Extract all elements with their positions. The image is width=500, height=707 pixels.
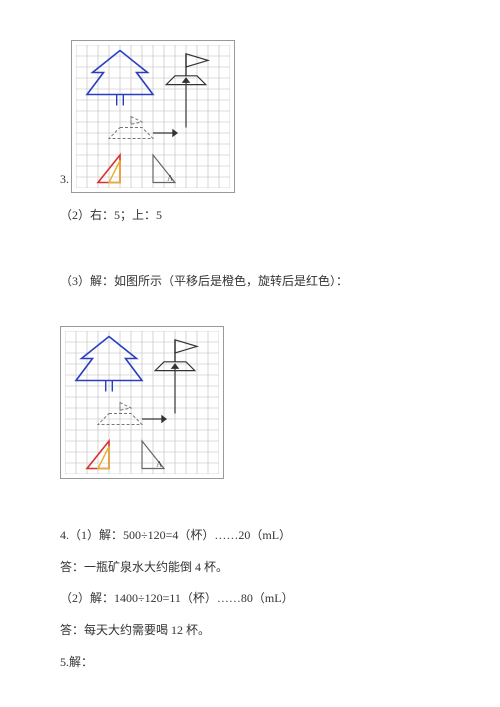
p4-1-ans: 答：一瓶矿泉水大约能倒 4 杯。 [60, 557, 440, 579]
figure-2-grid: A [60, 326, 224, 479]
p4-2-ans: 答：每天大约需要喝 12 杯。 [60, 620, 440, 642]
spacer-3 [60, 491, 440, 515]
figure-1-svg: A [76, 45, 230, 188]
p5: 5.解： [60, 652, 440, 674]
answer-3: （3）解：如图所示（平移后是橙色，旋转后是红色）： [60, 271, 440, 293]
p4-1-eq: 4.（1）解：500÷120=4（杯）……20（mL） [60, 525, 440, 547]
svg-text:A: A [156, 459, 162, 468]
figure-1-grid: A [71, 40, 235, 193]
p4-2-eq: （2）解：1400÷120=11（杯）……80（mL） [60, 588, 440, 610]
figure-2-wrap: A [60, 326, 440, 479]
figure-1-wrap: 3. A [60, 40, 440, 193]
spacer-1 [60, 237, 440, 261]
answer-2: （2）右：5；上：5 [60, 205, 440, 227]
spacer-2 [60, 302, 440, 326]
figure-1-label: 3. [60, 169, 69, 191]
figure-2-svg: A [65, 331, 219, 474]
svg-text:A: A [167, 173, 173, 182]
